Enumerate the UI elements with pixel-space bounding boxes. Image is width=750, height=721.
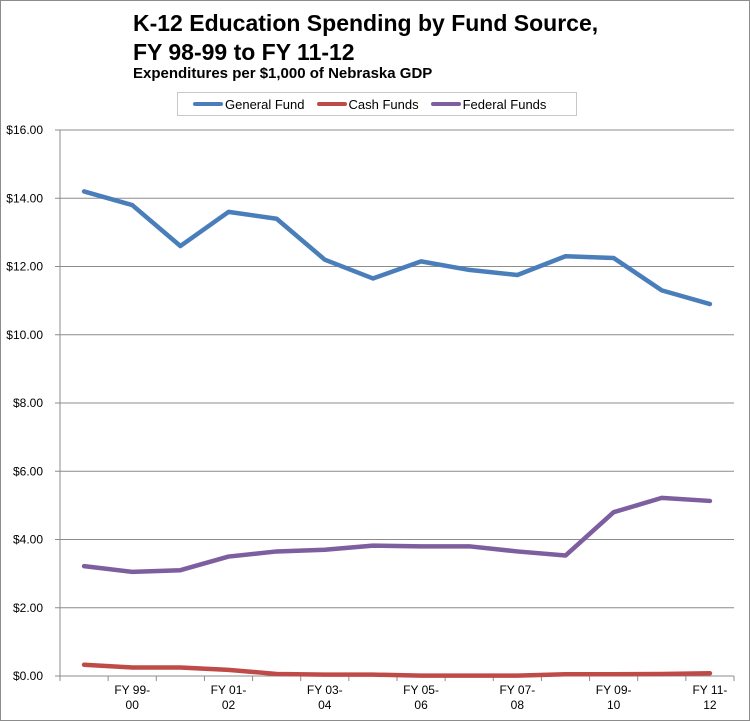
legend-label-federal-funds: Federal Funds [462, 96, 547, 112]
data-point-general-fund [467, 268, 471, 272]
x-tick-label: 10 [607, 698, 621, 712]
x-tick-label: FY 09- [596, 683, 632, 697]
data-point-cash-funds [82, 663, 86, 667]
data-point-federal-funds [323, 548, 327, 552]
legend-swatch-federal-funds [430, 102, 461, 106]
legend-label-general-fund: General Fund [225, 96, 305, 112]
data-point-general-fund [564, 254, 568, 258]
data-point-general-fund [371, 276, 375, 280]
data-point-general-fund [419, 259, 423, 263]
x-tick-label: FY 05- [403, 683, 439, 697]
y-tick-label: $2.00 [13, 601, 43, 615]
data-point-cash-funds [323, 673, 327, 677]
data-point-cash-funds [227, 668, 231, 672]
data-point-federal-funds [564, 554, 568, 558]
chart-subtitle: Expenditures per $1,000 of Nebraska GDP [133, 65, 433, 82]
data-point-cash-funds [419, 674, 423, 678]
legend-item-general-fund: General Fund [193, 97, 305, 112]
x-tick-label: 00 [126, 698, 140, 712]
data-point-cash-funds [515, 674, 519, 678]
y-tick-label: $8.00 [13, 396, 43, 410]
data-point-general-fund [612, 256, 616, 260]
y-tick-label: $14.00 [6, 191, 43, 205]
data-point-general-fund [178, 244, 182, 248]
data-point-general-fund [130, 203, 134, 207]
x-tick-label: 06 [414, 698, 428, 712]
data-point-federal-funds [612, 510, 616, 514]
chart-title: K-12 Education Spending by Fund Source, … [133, 10, 599, 65]
data-point-general-fund [708, 302, 712, 306]
data-point-federal-funds [130, 570, 134, 574]
y-tick-label: $4.00 [13, 533, 43, 547]
data-point-cash-funds [708, 671, 712, 675]
y-tick-label: $12.00 [6, 260, 43, 274]
x-tick-label: FY 03- [307, 683, 343, 697]
x-tick-label: FY 01- [211, 683, 247, 697]
data-point-federal-funds [660, 496, 664, 500]
series-line-federal-funds [81, 495, 713, 575]
data-point-federal-funds [178, 568, 182, 572]
data-point-general-fund [660, 288, 664, 292]
data-point-general-fund [323, 258, 327, 262]
legend-swatch-general-fund [193, 102, 223, 106]
data-point-cash-funds [467, 674, 471, 678]
y-tick-label: $16.00 [6, 123, 43, 137]
legend: General Fund Cash Funds Federal Funds [177, 92, 577, 116]
series-line-general-fund [81, 189, 713, 307]
data-point-cash-funds [660, 672, 664, 676]
y-tick-label: $6.00 [13, 464, 43, 478]
data-point-federal-funds [82, 564, 86, 568]
legend-swatch-cash-funds [316, 102, 347, 106]
x-tick-label: 04 [318, 698, 332, 712]
x-tick-label: 08 [511, 698, 525, 712]
data-point-federal-funds [467, 544, 471, 548]
data-point-cash-funds [275, 672, 279, 676]
legend-item-cash-funds: Cash Funds [316, 96, 419, 112]
data-point-general-fund [515, 273, 519, 277]
x-tick-label: 02 [222, 698, 236, 712]
y-tick-label: $10.00 [6, 328, 43, 342]
data-point-general-fund [227, 210, 231, 214]
y-tick-label: $0.00 [13, 669, 43, 683]
data-point-federal-funds [708, 499, 712, 503]
series-line-cash-funds [81, 662, 713, 678]
x-tick-label: FY 99- [114, 683, 150, 697]
data-point-cash-funds [178, 665, 182, 669]
data-point-federal-funds [515, 549, 519, 553]
data-point-cash-funds [371, 673, 375, 677]
x-tick-label: FY 07- [499, 683, 535, 697]
data-point-federal-funds [275, 549, 279, 553]
data-point-federal-funds [419, 544, 423, 548]
legend-item-federal-funds: Federal Funds [430, 96, 547, 112]
data-point-cash-funds [130, 665, 134, 669]
data-point-federal-funds [227, 555, 231, 559]
data-point-cash-funds [564, 672, 568, 676]
data-point-cash-funds [612, 672, 616, 676]
data-point-federal-funds [371, 544, 375, 548]
data-point-general-fund [275, 217, 279, 221]
x-tick-label: 12 [703, 698, 717, 712]
x-tick-label: FY 11- [692, 683, 727, 697]
legend-label-cash-funds: Cash Funds [348, 96, 419, 112]
data-point-general-fund [82, 189, 86, 193]
